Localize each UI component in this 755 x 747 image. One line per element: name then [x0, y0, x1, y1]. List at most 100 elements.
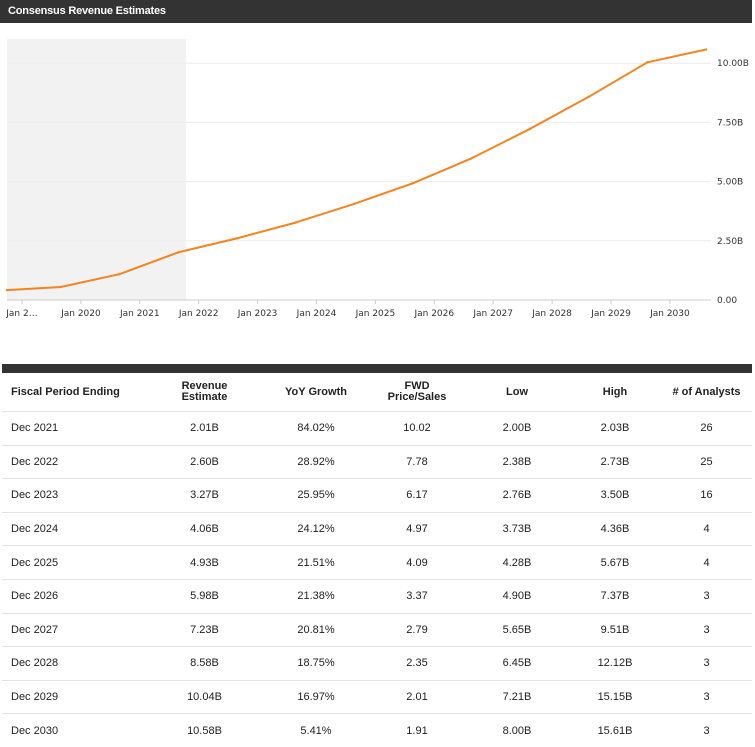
cell-revenue-estimate: 10.04B [146, 679, 263, 714]
data-point [59, 285, 62, 289]
table-row: Dec 2028 8.58B 18.75% 2.35 6.45B 12.12B 3 [2, 646, 752, 681]
table-row: Dec 2027 7.23B 20.81% 2.79 5.65B 9.51B 3 [2, 612, 752, 647]
col-header-fwd-price-sales[interactable]: FWD Price/Sales [369, 373, 465, 412]
cell-revenue-estimate: 2.01B [146, 411, 263, 446]
revenue-line-chart: 0.00 2.50B 5.00B 7.50B 10.00B Jan 2… Jan 2020 J… [5, 39, 749, 319]
col-header-high[interactable]: High [602, 385, 628, 398]
cell-fiscal-period: Dec 2026 [2, 578, 146, 614]
col-header-fwd-price-sales-text: FWD Price/Sales [387, 380, 447, 403]
cell-fwd-price-sales: 1.91 [369, 713, 465, 747]
table-row: Dec 2025 4.93B 21.51% 4.09 4.28B 5.67B 4 [2, 545, 752, 580]
cell-analysts: 16 [661, 478, 752, 513]
cell-high: 15.61B [569, 713, 661, 747]
data-point [528, 127, 532, 130]
col-header-revenue-estimate-text: Revenue Estimate [181, 380, 228, 403]
x-tick-label: Jan 2025 [355, 309, 396, 319]
data-point [235, 237, 238, 240]
cell-analysts: 3 [661, 646, 752, 681]
data-point [294, 221, 297, 224]
historical-shade [7, 39, 187, 300]
cell-high: 7.37B [569, 578, 661, 614]
col-header-yoy-growth[interactable]: YoY Growth [285, 385, 347, 398]
table-header-row: Fiscal Period Ending Revenue Estimate Yo… [2, 373, 752, 412]
cell-fwd-price-sales: 2.35 [369, 646, 465, 681]
cell-yoy-growth: 16.97% [263, 679, 369, 714]
cell-high: 9.51B [569, 612, 661, 647]
data-point [470, 157, 473, 160]
table-row: Dec 2030 10.58B 5.41% 1.91 8.00B 15.61B 3 [2, 713, 752, 747]
data-point [646, 61, 649, 64]
page-title: Consensus Revenue Estimates [8, 5, 166, 17]
cell-analysts: 26 [661, 411, 752, 446]
cell-yoy-growth: 25.95% [263, 478, 369, 513]
estimates-table: Fiscal Period Ending Revenue Estimate Yo… [2, 373, 752, 747]
data-point [704, 48, 708, 51]
cell-high: 15.15B [569, 679, 661, 714]
table-row: Dec 2022 2.60B 28.92% 7.78 2.38B 2.73B 25 [2, 444, 752, 479]
cell-fiscal-period: Dec 2024 [2, 511, 146, 546]
y-tick-label: 2.50B [717, 237, 743, 247]
cell-low: 2.38B [465, 444, 569, 479]
cell-fiscal-period: Dec 2022 [2, 444, 146, 479]
x-tick-label: Jan 2029 [590, 309, 631, 319]
col-header-fiscal-period[interactable]: Fiscal Period Ending [11, 385, 120, 398]
data-point [5, 288, 9, 292]
cell-analysts: 3 [661, 713, 752, 747]
cell-low: 8.00B [465, 713, 569, 747]
x-tick-label: Jan 2023 [237, 309, 278, 319]
cell-fwd-price-sales: 2.79 [369, 612, 465, 647]
cell-fiscal-period: Dec 2023 [2, 478, 146, 513]
table-header-bar [2, 364, 752, 373]
y-tick-label: 0.00 [717, 296, 737, 306]
cell-fiscal-period: Dec 2027 [2, 612, 146, 647]
cell-fwd-price-sales: 4.09 [369, 545, 465, 580]
table-row: Dec 2021 2.01B 84.02% 10.02 2.00B 2.03B 26 [2, 411, 752, 446]
cell-analysts: 25 [661, 444, 752, 479]
x-tick-label: Jan 2… [5, 309, 37, 319]
x-tick-label: Jan 2030 [649, 309, 690, 319]
cell-revenue-estimate: 7.23B [146, 612, 263, 647]
x-tick-label: Jan 2028 [531, 309, 572, 319]
cell-fiscal-period: Dec 2025 [2, 545, 146, 580]
cell-revenue-estimate: 10.58B [146, 713, 263, 747]
data-point [118, 272, 121, 276]
y-tick-label: 5.00B [717, 178, 743, 188]
col-header-low[interactable]: Low [506, 385, 528, 398]
cell-revenue-estimate: 4.06B [146, 511, 263, 546]
cell-high: 5.67B [569, 545, 661, 580]
cell-yoy-growth: 21.38% [263, 578, 369, 614]
cell-analysts: 3 [661, 612, 752, 647]
cell-fwd-price-sales: 4.97 [369, 511, 465, 546]
cell-fwd-price-sales: 3.37 [369, 578, 465, 614]
cell-revenue-estimate: 2.60B [146, 444, 263, 479]
cell-yoy-growth: 24.12% [263, 511, 369, 546]
data-point [411, 182, 414, 185]
col-header-analysts[interactable]: # of Analysts [672, 385, 741, 398]
cell-revenue-estimate: 4.93B [146, 545, 263, 580]
x-tick-label: Jan 2026 [413, 309, 454, 319]
cell-low: 3.73B [465, 511, 569, 546]
cell-low: 7.21B [465, 679, 569, 714]
cell-analysts: 4 [661, 511, 752, 546]
header-bar: Consensus Revenue Estimates [0, 0, 752, 23]
cell-low: 2.76B [465, 478, 569, 513]
cell-low: 5.65B [465, 612, 569, 647]
x-tick-label: Jan 2027 [472, 309, 513, 319]
cell-yoy-growth: 28.92% [263, 444, 369, 479]
x-tick-label: Jan 2020 [60, 309, 101, 319]
cell-high: 2.73B [569, 444, 661, 479]
cell-low: 4.28B [465, 545, 569, 580]
cell-fiscal-period: Dec 2028 [2, 646, 146, 681]
table-row: Dec 2023 3.27B 25.95% 6.17 2.76B 3.50B 16 [2, 478, 752, 513]
cell-analysts: 3 [661, 578, 752, 614]
cell-fwd-price-sales: 2.01 [369, 679, 465, 714]
y-tick-label: 10.00B [717, 59, 749, 69]
x-tick-label: Jan 2021 [119, 309, 160, 319]
cell-fwd-price-sales: 10.02 [369, 411, 465, 446]
col-header-revenue-estimate[interactable]: Revenue Estimate [146, 373, 263, 412]
y-tick-label: 7.50B [717, 118, 743, 128]
cell-revenue-estimate: 5.98B [146, 578, 263, 614]
cell-high: 4.36B [569, 511, 661, 546]
cell-high: 2.03B [569, 411, 661, 446]
cell-yoy-growth: 5.41% [263, 713, 369, 747]
